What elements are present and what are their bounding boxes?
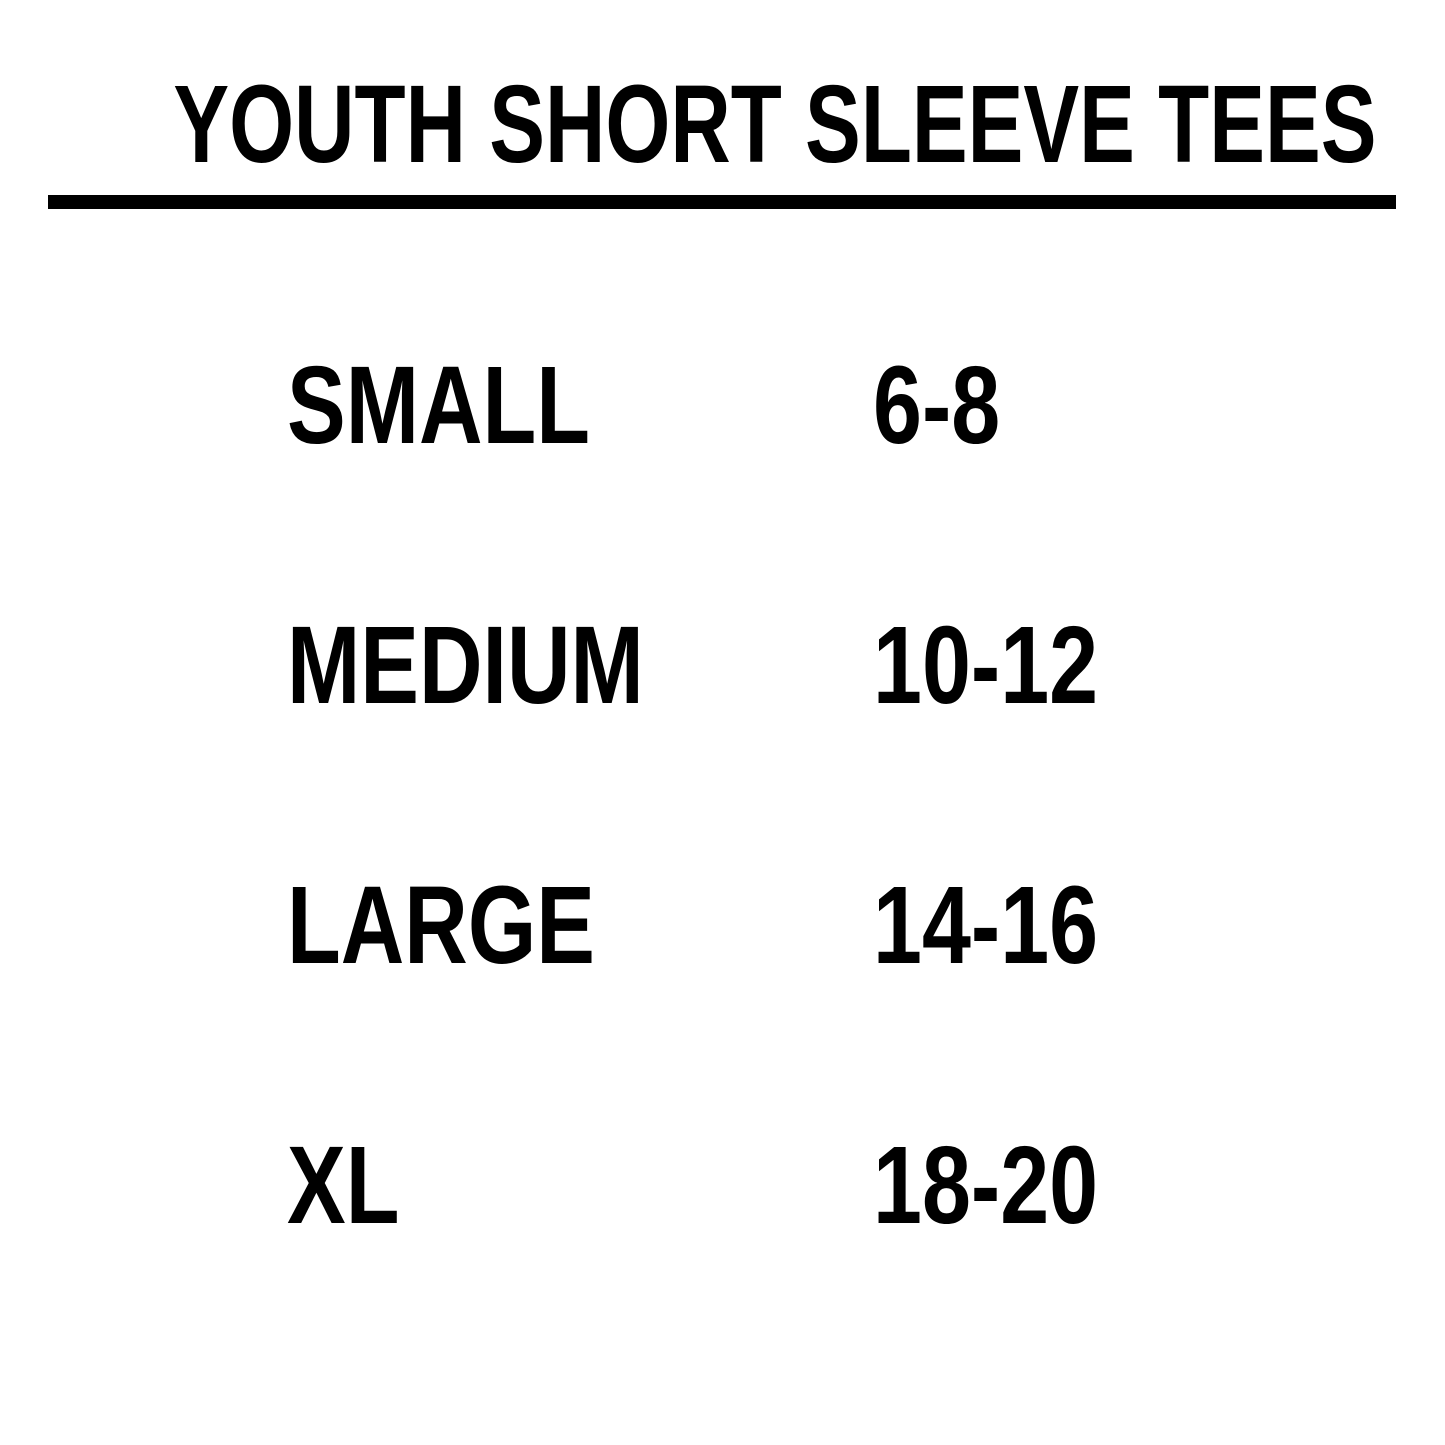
size-label: SMALL — [287, 344, 591, 467]
title-divider — [48, 195, 1396, 209]
size-range: 10-12 — [873, 604, 1099, 727]
page-title: YOUTH SHORT SLEEVE TEES — [173, 63, 1377, 186]
size-range: 18-20 — [873, 1124, 1099, 1247]
size-range: 14-16 — [873, 864, 1099, 987]
size-label: XL — [287, 1124, 400, 1247]
size-range: 6-8 — [873, 344, 1001, 467]
size-label: MEDIUM — [287, 604, 644, 727]
size-label: LARGE — [287, 864, 595, 987]
